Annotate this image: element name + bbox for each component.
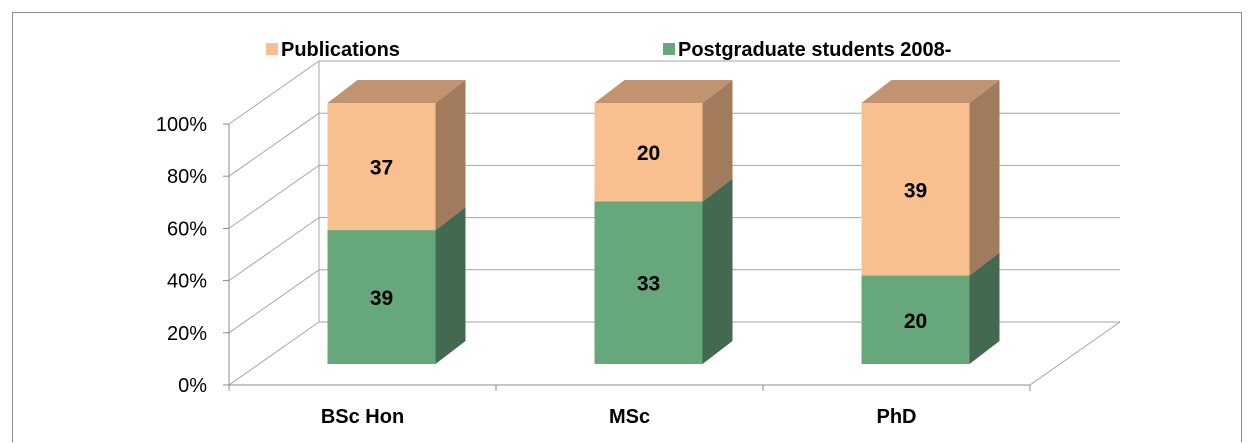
bar-front	[327, 230, 436, 364]
x-tick-label: MSc	[609, 406, 650, 428]
gridline-side	[228, 164, 320, 229]
bar-front	[594, 103, 703, 202]
bar-top	[594, 80, 733, 103]
bar-front	[594, 201, 703, 364]
x-tick-label: PhD	[877, 406, 917, 428]
gridline-side	[228, 112, 320, 177]
floor-edge	[1029, 321, 1121, 386]
y-tick-label: 0%	[178, 375, 207, 397]
gridline-side	[228, 60, 320, 125]
data-label: 37	[370, 157, 393, 180]
x-tick-label: BSc Hon	[321, 406, 404, 428]
bar-phd-postgraduate-students-2008	[861, 252, 1000, 364]
legend-swatch	[663, 43, 675, 55]
data-label: 20	[904, 310, 927, 333]
chart-svg: 0% 20% 40% 60% 80% 100% BSc Hon MSc PhD 39 37 33 20…	[156, 39, 1121, 428]
bar-bsc-hon-publications	[327, 80, 466, 231]
bar-side	[435, 207, 466, 364]
bar-top	[327, 80, 466, 103]
legend-label: Postgraduate students 2008-	[678, 39, 951, 61]
gridline-side	[228, 321, 320, 386]
legend-label: Publications	[281, 39, 400, 61]
data-labels: 39 37 33 20 20 39	[370, 142, 927, 333]
data-label: 20	[637, 142, 660, 165]
y-tick-label: 100%	[156, 114, 207, 136]
legend: Publications Postgraduate students 2008-	[266, 39, 951, 61]
bar-front	[861, 275, 970, 364]
data-label: 39	[370, 287, 393, 310]
gridline-side	[228, 217, 320, 282]
bar-side	[702, 80, 733, 202]
gridline-side	[228, 269, 320, 334]
bar-bsc-hon-postgraduate-students-2008	[327, 207, 466, 364]
axes: 0% 20% 40% 60% 80% 100% BSc Hon MSc PhD	[156, 114, 1031, 428]
y-tick-label: 20%	[167, 323, 207, 345]
bars	[327, 80, 1000, 364]
y-tick-label: 80%	[167, 166, 207, 188]
bar-side	[969, 252, 1000, 364]
legend-item-publications: Publications	[266, 39, 400, 61]
bar-msc-publications	[594, 80, 733, 202]
bar-front	[327, 103, 436, 231]
data-label: 33	[637, 273, 660, 296]
bar-phd-publications	[861, 80, 1000, 276]
chart-area: 0% 20% 40% 60% 80% 100% BSc Hon MSc PhD 39 37 33 20…	[12, 12, 1242, 442]
bar-side	[702, 178, 733, 364]
legend-item-postgraduate-students-2008: Postgraduate students 2008-	[663, 39, 951, 61]
y-tick-label: 40%	[167, 271, 207, 293]
data-label: 39	[904, 179, 927, 202]
bar-side	[435, 80, 466, 231]
bar-msc-postgraduate-students-2008	[594, 178, 733, 364]
bar-side	[969, 80, 1000, 276]
bar-top	[861, 80, 1000, 103]
y-tick-label: 60%	[167, 218, 207, 240]
bar-front	[861, 103, 970, 276]
legend-swatch	[266, 43, 278, 55]
